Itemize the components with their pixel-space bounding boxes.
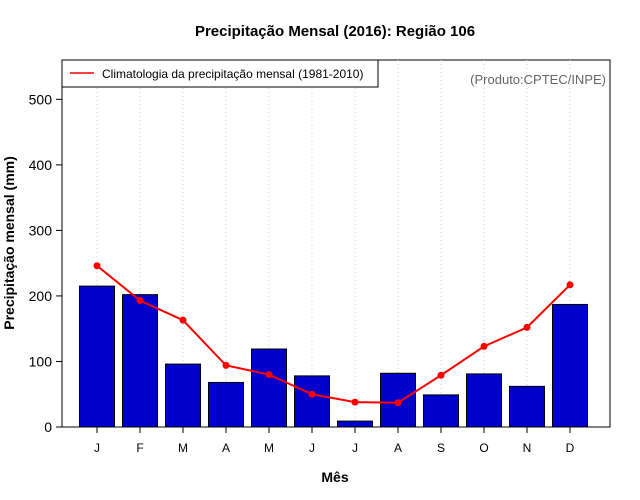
climatology-point <box>136 297 144 305</box>
bar <box>79 285 115 428</box>
x-tick-label: S <box>437 441 445 455</box>
y-tick-label: 500 <box>29 91 53 107</box>
climatology-point <box>523 323 531 331</box>
x-axis-label: Mês <box>321 469 348 485</box>
bar <box>251 348 287 428</box>
y-tick-label: 200 <box>29 288 53 304</box>
climatology-point <box>179 316 187 324</box>
x-tick-label: M <box>264 441 274 455</box>
bar <box>337 420 373 428</box>
y-tick-label: 400 <box>29 157 53 173</box>
climatology-line <box>96 265 571 404</box>
x-tick-label: J <box>94 441 100 455</box>
legend: Climatologia da precipitação mensal (198… <box>61 59 379 88</box>
climatology-point <box>222 361 230 369</box>
climatology-point <box>351 398 359 406</box>
y-axis-label: Precipitação mensal (mm) <box>1 156 17 330</box>
legend-label: Climatologia da precipitação mensal (198… <box>102 67 363 81</box>
x-tick-label: J <box>309 441 315 455</box>
source-note: (Produto:CPTEC/INPE) <box>470 72 606 87</box>
x-tick-label: M <box>178 441 188 455</box>
legend-box <box>61 59 379 88</box>
climatology-series <box>93 262 574 407</box>
bar <box>122 294 158 428</box>
bar <box>165 363 201 428</box>
chart-title: Precipitação Mensal (2016): Região 106 <box>195 23 475 40</box>
bar <box>423 394 459 428</box>
climatology-point <box>308 390 316 398</box>
y-tick-label: 300 <box>29 222 53 238</box>
x-tick-label: A <box>394 441 402 455</box>
climatology-point <box>480 342 488 350</box>
y-axis: 0 100 200 300 400 500 <box>29 91 62 435</box>
bar <box>509 385 545 428</box>
plot-area: 0 100 200 300 400 500 J F M A M J J A S O N D <box>29 59 611 455</box>
x-tick-label: J <box>352 441 358 455</box>
x-tick-label: F <box>136 441 143 455</box>
y-tick-label: 100 <box>29 353 53 369</box>
climatology-point <box>394 399 402 407</box>
climatology-point <box>566 281 574 289</box>
bar <box>294 375 330 428</box>
x-tick-label: O <box>479 441 488 455</box>
climatology-point <box>93 262 101 270</box>
bar <box>466 373 502 428</box>
x-tick-label: A <box>222 441 230 455</box>
x-tick-label: N <box>523 441 532 455</box>
bar <box>552 303 588 428</box>
climatology-point <box>265 371 273 379</box>
bar <box>208 381 244 428</box>
x-tick-label: D <box>566 441 575 455</box>
y-tick-label: 0 <box>44 419 52 435</box>
climatology-point <box>437 371 445 379</box>
